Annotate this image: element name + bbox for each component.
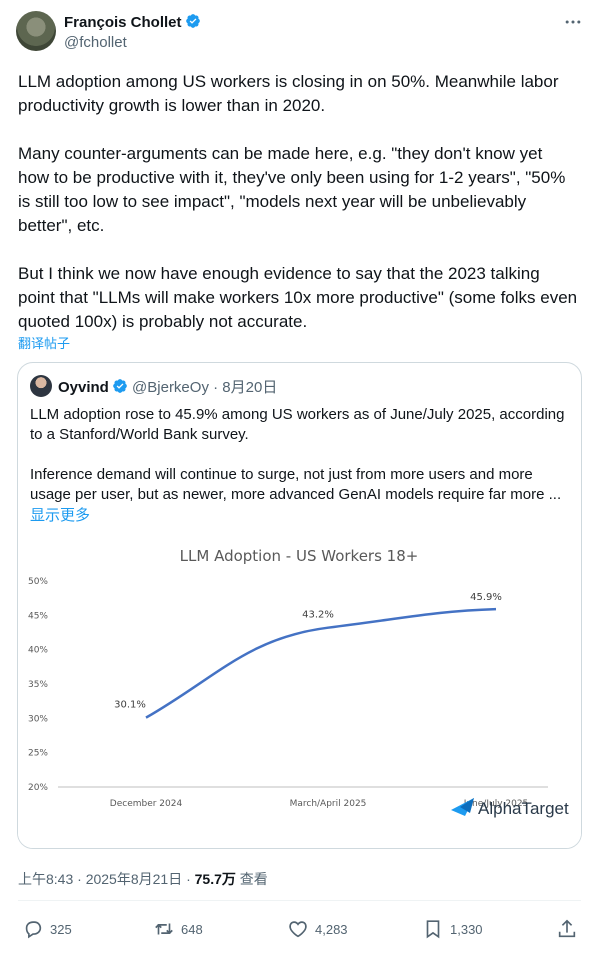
data-label: 43.2% xyxy=(302,610,334,621)
share-icon xyxy=(558,919,576,938)
quote-author-name: Oyvind xyxy=(58,379,109,396)
author-avatar[interactable] xyxy=(16,11,56,51)
quoted-tweet[interactable]: Oyvind @BjerkeOy · 8月20日 LLM adoption ro… xyxy=(17,362,582,849)
more-options-icon[interactable] xyxy=(563,12,583,32)
view-count: 75.7万 xyxy=(194,871,236,887)
reply-button[interactable]: 325 xyxy=(22,918,72,940)
share-button[interactable] xyxy=(556,918,578,940)
y-tick-label: 35% xyxy=(28,680,48,690)
tweet-timestamp: 上午8:43 · 2025年8月21日 · 75.7万 查看 xyxy=(18,869,268,889)
alphatarget-logo-text: AlphaTarget xyxy=(478,799,569,818)
y-tick-label: 20% xyxy=(28,783,48,793)
bookmark-count: 1,330 xyxy=(450,921,483,937)
quote-author-avatar xyxy=(30,375,52,397)
data-label: 30.1% xyxy=(114,700,146,711)
author-handle[interactable]: @fchollet xyxy=(64,34,127,51)
quote-text: LLM adoption rose to 45.9% among US work… xyxy=(30,406,565,503)
chart-grid xyxy=(58,580,548,788)
y-tick-label: 45% xyxy=(28,611,48,621)
x-tick-label: June/July 2025 xyxy=(463,799,529,809)
show-more-link[interactable]: 显示更多 xyxy=(30,507,91,524)
adoption-line-chart: LLM Adoption - US Workers 18+ 50% 45% 40% 3… xyxy=(18,535,581,848)
reply-icon xyxy=(25,921,42,939)
quote-author-handle: @BjerkeOy xyxy=(132,379,209,396)
retweet-button[interactable]: 648 xyxy=(153,918,203,940)
tweet-text: LLM adoption among US workers is closing… xyxy=(18,72,578,331)
y-tick-label: 40% xyxy=(28,646,48,656)
verified-badge-icon xyxy=(185,14,200,28)
verified-badge-icon xyxy=(113,379,127,393)
heart-icon xyxy=(289,921,307,938)
divider xyxy=(18,900,581,901)
retweet-icon xyxy=(155,923,173,935)
chart-data-labels: 30.1% 43.2% 45.9% xyxy=(114,592,502,710)
time-text[interactable]: 上午8:43 · 2025年8月21日 · xyxy=(18,871,195,887)
author-name[interactable]: François Chollet xyxy=(64,13,201,31)
y-tick-label: 50% xyxy=(28,577,48,587)
translate-post-link[interactable]: 翻译帖子 xyxy=(18,336,71,351)
like-count: 4,283 xyxy=(315,921,348,937)
y-tick-label: 25% xyxy=(28,749,48,759)
retweet-count: 648 xyxy=(181,921,203,937)
adoption-series-line xyxy=(145,607,497,719)
reply-count: 325 xyxy=(50,921,72,937)
alphatarget-logo: AlphaTarget xyxy=(451,798,569,818)
like-button[interactable]: 4,283 xyxy=(287,918,348,940)
quote-date: · 8月20日 xyxy=(213,379,278,396)
y-tick-label: 30% xyxy=(28,714,48,724)
x-tick-label: December 2024 xyxy=(110,799,183,809)
views-label: 查看 xyxy=(235,871,268,887)
chart-x-ticks: December 2024 March/April 2025 June/July 2… xyxy=(110,799,529,809)
author-name-text[interactable]: François Chollet xyxy=(64,14,182,31)
data-label: 45.9% xyxy=(470,592,502,603)
bookmark-button[interactable]: 1,330 xyxy=(422,918,483,940)
x-tick-label: March/April 2025 xyxy=(290,799,367,809)
bookmark-icon xyxy=(426,920,440,939)
chart-title: LLM Adoption - US Workers 18+ xyxy=(180,547,419,565)
quote-author-header: Oyvind @BjerkeOy · 8月20日 xyxy=(58,376,277,397)
chart-y-ticks: 50% 45% 40% 35% 30% 25% 20% xyxy=(28,577,48,793)
